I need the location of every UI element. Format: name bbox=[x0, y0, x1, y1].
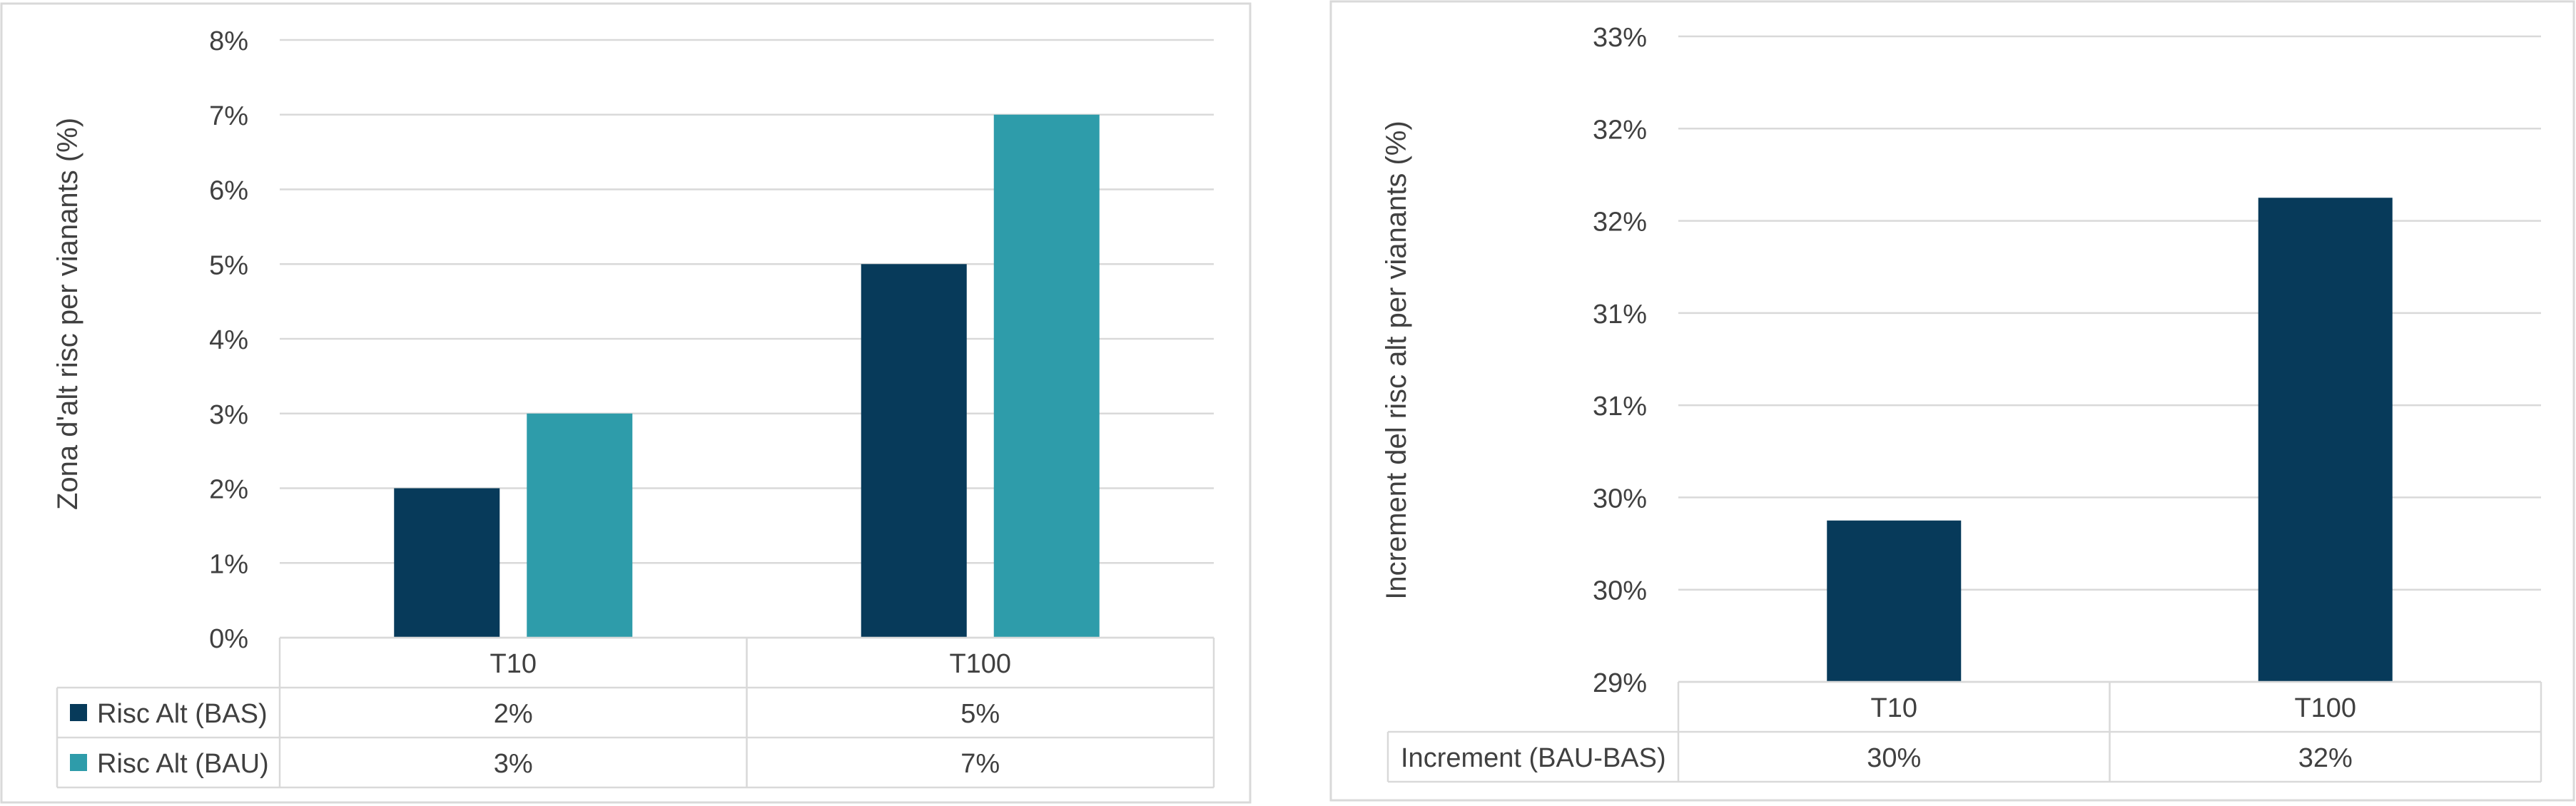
bar-risc-alt-bau--t100 bbox=[993, 114, 1100, 638]
data-label: 7% bbox=[960, 749, 1000, 779]
x-tick-label: T10 bbox=[490, 649, 537, 679]
x-tick-label: T100 bbox=[2294, 693, 2356, 723]
data-label: 30% bbox=[1867, 743, 1921, 773]
y-tick-label: 31% bbox=[1593, 392, 1647, 422]
legend-entry: Risc Alt (BAU) bbox=[97, 749, 269, 779]
y-tick-label: 32% bbox=[1593, 115, 1647, 145]
y-tick-label: 30% bbox=[1593, 484, 1647, 514]
y-tick-label: 29% bbox=[1593, 668, 1647, 698]
chart-1-frame bbox=[0, 2, 1252, 804]
y-tick-label: 30% bbox=[1593, 576, 1647, 606]
bar-increment-bau-bas--t100 bbox=[2258, 198, 2393, 682]
chart-1: 0% 1% 2% 3% 4% 5% 6% 7% 8% Zona d'alt risc per v… bbox=[0, 2, 1252, 804]
y-tick-label: 33% bbox=[1593, 23, 1647, 53]
y-tick-label: 4% bbox=[209, 325, 248, 355]
y-tick-label: 7% bbox=[209, 101, 248, 131]
x-tick-label: T100 bbox=[949, 649, 1011, 679]
chart-1-y-axis-label: Zona d'alt risc per vianants (%) bbox=[52, 118, 83, 510]
bar-risc-alt-bau--t10 bbox=[527, 413, 633, 638]
y-tick-label: 1% bbox=[209, 549, 248, 579]
data-label: 2% bbox=[494, 699, 533, 729]
y-tick-label: 8% bbox=[209, 26, 248, 56]
bar-increment-bau-bas--t10 bbox=[1827, 520, 1962, 682]
data-label: 32% bbox=[2298, 743, 2353, 773]
chart-2-y-axis-label: Increment del risc alt per vianants (%) bbox=[1381, 121, 1412, 599]
chart-2-frame bbox=[1329, 0, 2575, 802]
bar-risc-alt-bas--t100 bbox=[861, 264, 967, 638]
legend-swatch bbox=[70, 754, 87, 771]
y-tick-label: 3% bbox=[209, 400, 248, 430]
y-tick-label: 32% bbox=[1593, 208, 1647, 238]
chart-1-data-table: T10 T100 Risc Alt (BAS) 2% 5% Risc Alt (BAU) 3… bbox=[56, 636, 1215, 789]
chart-2-data-table: T10 T100 Increment (BAU-BAS) 30% 32% bbox=[1386, 680, 2542, 783]
chart-2: 29% 30% 30% 31% 31% 32% 32% 33% Increment del r… bbox=[1329, 0, 2575, 802]
legend-entry: Increment (BAU-BAS) bbox=[1401, 743, 1666, 773]
x-tick-label: T10 bbox=[1871, 693, 1917, 723]
y-tick-label: 5% bbox=[209, 250, 248, 280]
legend-swatch bbox=[70, 704, 87, 721]
y-tick-label: 0% bbox=[209, 624, 248, 654]
y-tick-label: 2% bbox=[209, 475, 248, 505]
bar-risc-alt-bas--t10 bbox=[394, 488, 500, 638]
y-tick-label: 6% bbox=[209, 176, 248, 206]
data-label: 3% bbox=[494, 749, 533, 779]
legend-entry: Risc Alt (BAS) bbox=[97, 699, 268, 729]
y-tick-label: 31% bbox=[1593, 300, 1647, 330]
data-label: 5% bbox=[960, 699, 1000, 729]
